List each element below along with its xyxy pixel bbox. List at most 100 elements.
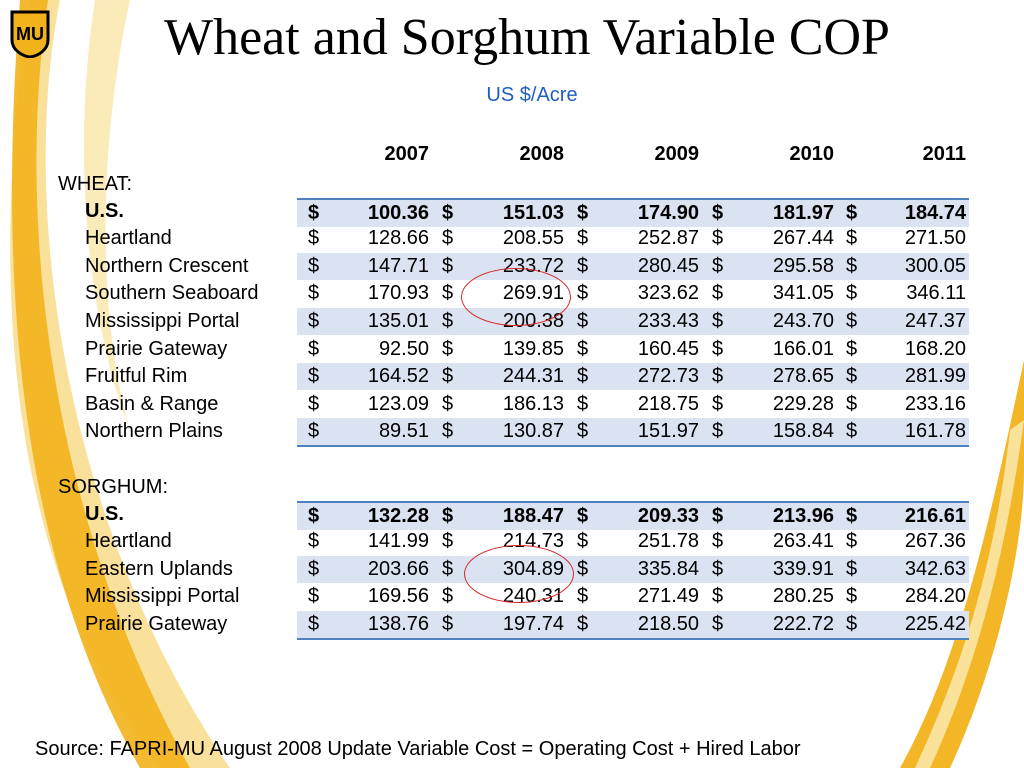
currency-symbol: $ (308, 365, 320, 388)
wheat-row-label: Northern Crescent (85, 254, 249, 277)
table-row: $170.93 $269.91 $323.62 $341.05 $346.11 (297, 280, 969, 307)
table-row: $203.66 $304.89 $335.84 $339.91 $342.63 (297, 555, 969, 583)
value-cell-2008: 188.47 (502, 504, 564, 527)
value-cell-2009: 272.73 (637, 365, 699, 388)
value-cell-2010: 341.05 (772, 282, 834, 305)
currency-symbol: $ (308, 254, 320, 277)
value-cell-2007: 203.66 (367, 557, 429, 580)
currency-symbol: $ (442, 227, 454, 250)
value-cell-2010: 213.96 (772, 504, 834, 527)
value-cell-2007: 100.36 (367, 201, 429, 224)
value-cell-2007: 164.52 (367, 365, 429, 388)
table-row: $89.51 $130.87 $151.97 $158.84 $161.78 (297, 418, 969, 448)
currency-symbol: $ (712, 254, 724, 277)
value-cell-2008: 208.55 (502, 227, 564, 250)
value-cell-2009: 174.90 (637, 201, 699, 224)
currency-symbol: $ (442, 282, 454, 305)
value-cell-2009: 218.75 (637, 392, 699, 415)
wheat-row-label: U.S. (85, 199, 124, 222)
wheat-row-label: Heartland (85, 227, 172, 250)
year-header-2008: 2008 (519, 143, 565, 165)
value-cell-2010: 158.84 (772, 420, 834, 443)
value-cell-2010: 222.72 (772, 612, 834, 635)
currency-symbol: $ (308, 282, 320, 305)
sorghum-row-label: Mississippi Portal (85, 585, 240, 608)
currency-symbol: $ (442, 254, 454, 277)
value-cell-2008: 197.74 (502, 612, 564, 635)
value-cell-2008: 139.85 (502, 337, 564, 360)
currency-symbol: $ (846, 530, 858, 553)
value-cell-2007: 89.51 (378, 420, 429, 443)
sorghum-row-label: U.S. (85, 502, 124, 525)
table-row: $132.28 $188.47 $209.33 $213.96 $216.61 (297, 500, 969, 530)
value-cell-2009: 271.49 (637, 585, 699, 608)
value-cell-2008: 244.31 (502, 365, 564, 388)
currency-symbol: $ (308, 612, 320, 635)
value-cell-2007: 169.56 (367, 585, 429, 608)
value-cell-2009: 335.84 (637, 557, 699, 580)
value-cell-2008: 151.03 (502, 201, 564, 224)
currency-symbol: $ (577, 420, 589, 443)
value-cell-2011: 161.78 (904, 420, 966, 443)
value-cell-2009: 151.97 (637, 420, 699, 443)
page-subtitle: US $/Acre (486, 84, 578, 106)
value-cell-2010: 166.01 (772, 337, 834, 360)
table-row: $135.01 $200.38 $233.43 $243.70 $247.37 (297, 307, 969, 335)
value-cell-2009: 209.33 (637, 504, 699, 527)
value-cell-2011: 300.05 (904, 254, 966, 277)
currency-symbol: $ (846, 420, 858, 443)
currency-symbol: $ (712, 227, 724, 250)
currency-symbol: $ (577, 201, 589, 224)
currency-symbol: $ (308, 309, 320, 332)
year-header-2010: 2010 (789, 143, 835, 165)
value-cell-2010: 295.58 (772, 254, 834, 277)
table-row: $123.09 $186.13 $218.75 $229.28 $233.16 (297, 391, 969, 418)
year-header-2011: 2011 (922, 143, 966, 165)
currency-symbol: $ (712, 282, 724, 305)
value-cell-2010: 263.41 (772, 530, 834, 553)
currency-symbol: $ (577, 337, 589, 360)
currency-symbol: $ (442, 309, 454, 332)
currency-symbol: $ (712, 557, 724, 580)
currency-symbol: $ (308, 504, 320, 527)
value-cell-2011: 233.16 (904, 392, 966, 415)
currency-symbol: $ (308, 420, 320, 443)
currency-symbol: $ (577, 227, 589, 250)
value-cell-2009: 252.87 (637, 227, 699, 250)
value-cell-2009: 280.45 (637, 254, 699, 277)
source-note: Source: FAPRI-MU August 2008 Update Vari… (35, 738, 801, 760)
highlight-circle (461, 268, 571, 326)
year-header-2007: 2007 (384, 143, 430, 165)
wheat-row-label: Northern Plains (85, 420, 223, 443)
table-row: $164.52 $244.31 $272.73 $278.65 $281.99 (297, 363, 969, 391)
currency-symbol: $ (577, 365, 589, 388)
currency-symbol: $ (846, 504, 858, 527)
value-cell-2007: 138.76 (367, 612, 429, 635)
value-cell-2007: 128.66 (367, 227, 429, 250)
currency-symbol: $ (442, 365, 454, 388)
value-cell-2007: 92.50 (378, 337, 429, 360)
currency-symbol: $ (442, 420, 454, 443)
table-row: $92.50 $139.85 $160.45 $166.01 $168.20 (297, 336, 969, 363)
currency-symbol: $ (577, 585, 589, 608)
value-cell-2011: 284.20 (904, 585, 966, 608)
wheat-row-label: Basin & Range (85, 392, 219, 415)
value-cell-2009: 251.78 (637, 530, 699, 553)
currency-symbol: $ (442, 392, 454, 415)
currency-symbol: $ (442, 337, 454, 360)
value-cell-2008: 186.13 (502, 392, 564, 415)
wheat-row-label: Southern Seaboard (85, 282, 259, 305)
currency-symbol: $ (308, 585, 320, 608)
value-cell-2007: 141.99 (367, 530, 429, 553)
value-cell-2011: 184.74 (904, 201, 966, 224)
currency-symbol: $ (712, 365, 724, 388)
currency-symbol: $ (308, 392, 320, 415)
wheat-section-header: WHEAT: (58, 173, 133, 195)
currency-symbol: $ (712, 201, 724, 224)
currency-symbol: $ (712, 530, 724, 553)
table-row: $147.71 $233.72 $280.45 $295.58 $300.05 (297, 252, 969, 280)
currency-symbol: $ (442, 557, 454, 580)
currency-symbol: $ (308, 530, 320, 553)
sorghum-row-label: Eastern Uplands (85, 557, 233, 580)
